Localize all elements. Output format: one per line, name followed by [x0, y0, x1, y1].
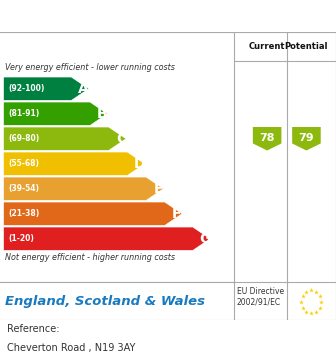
Text: D: D: [134, 157, 145, 171]
Text: A: A: [78, 82, 89, 96]
Polygon shape: [3, 77, 89, 100]
Polygon shape: [3, 102, 108, 126]
Text: Current: Current: [249, 42, 285, 51]
Text: C: C: [116, 132, 126, 146]
Text: Cheverton Road , N19 3AY: Cheverton Road , N19 3AY: [7, 343, 135, 353]
Text: (81-91): (81-91): [8, 109, 40, 118]
Text: 78: 78: [259, 133, 275, 143]
Text: F: F: [172, 207, 182, 221]
Polygon shape: [3, 177, 163, 201]
Polygon shape: [253, 127, 282, 151]
Polygon shape: [3, 152, 145, 175]
Text: G: G: [199, 232, 211, 246]
Text: (1-20): (1-20): [8, 234, 34, 243]
Text: E: E: [154, 182, 163, 196]
Polygon shape: [3, 227, 210, 251]
Text: Potential: Potential: [285, 42, 328, 51]
Text: (92-100): (92-100): [8, 84, 45, 93]
Text: Energy Efficiency Rating: Energy Efficiency Rating: [7, 9, 216, 23]
Polygon shape: [3, 127, 126, 151]
Text: EU Directive
2002/91/EC: EU Directive 2002/91/EC: [237, 288, 284, 307]
Text: (39-54): (39-54): [8, 184, 39, 193]
Text: Very energy efficient - lower running costs: Very energy efficient - lower running co…: [5, 63, 175, 72]
Polygon shape: [3, 202, 182, 225]
Text: England, Scotland & Wales: England, Scotland & Wales: [5, 295, 205, 307]
Text: Reference:: Reference:: [7, 323, 59, 333]
Text: (55-68): (55-68): [8, 159, 39, 168]
Text: B: B: [97, 107, 108, 121]
Text: (21-38): (21-38): [8, 209, 40, 218]
Text: Not energy efficient - higher running costs: Not energy efficient - higher running co…: [5, 253, 175, 262]
Text: 79: 79: [299, 133, 314, 143]
Text: (69-80): (69-80): [8, 134, 40, 143]
Polygon shape: [292, 127, 321, 151]
